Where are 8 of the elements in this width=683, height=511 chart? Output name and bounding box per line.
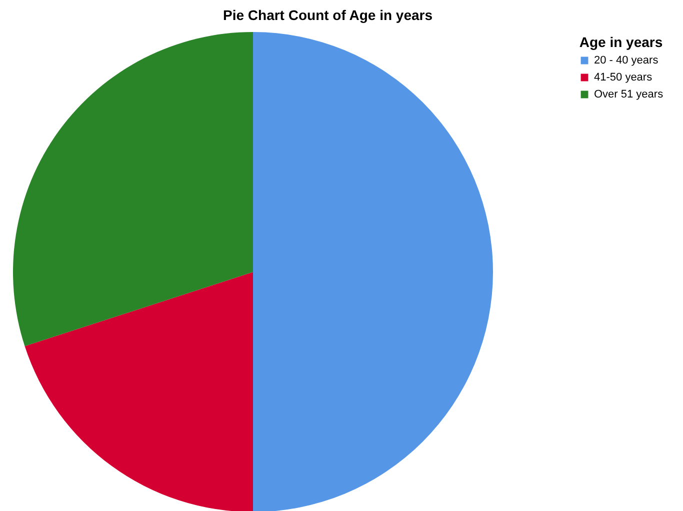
pie-slice: [13, 32, 253, 346]
pie-slice: [24, 272, 253, 511]
legend-label: 41-50 years: [594, 72, 653, 84]
pie-slice: [253, 32, 493, 511]
legend-label: Over 51 years: [594, 88, 664, 100]
legend-title: Age in years: [579, 34, 663, 50]
legend-label: 20 - 40 years: [594, 54, 659, 66]
chart-title: Pie Chart Count of Age in years: [223, 7, 433, 23]
